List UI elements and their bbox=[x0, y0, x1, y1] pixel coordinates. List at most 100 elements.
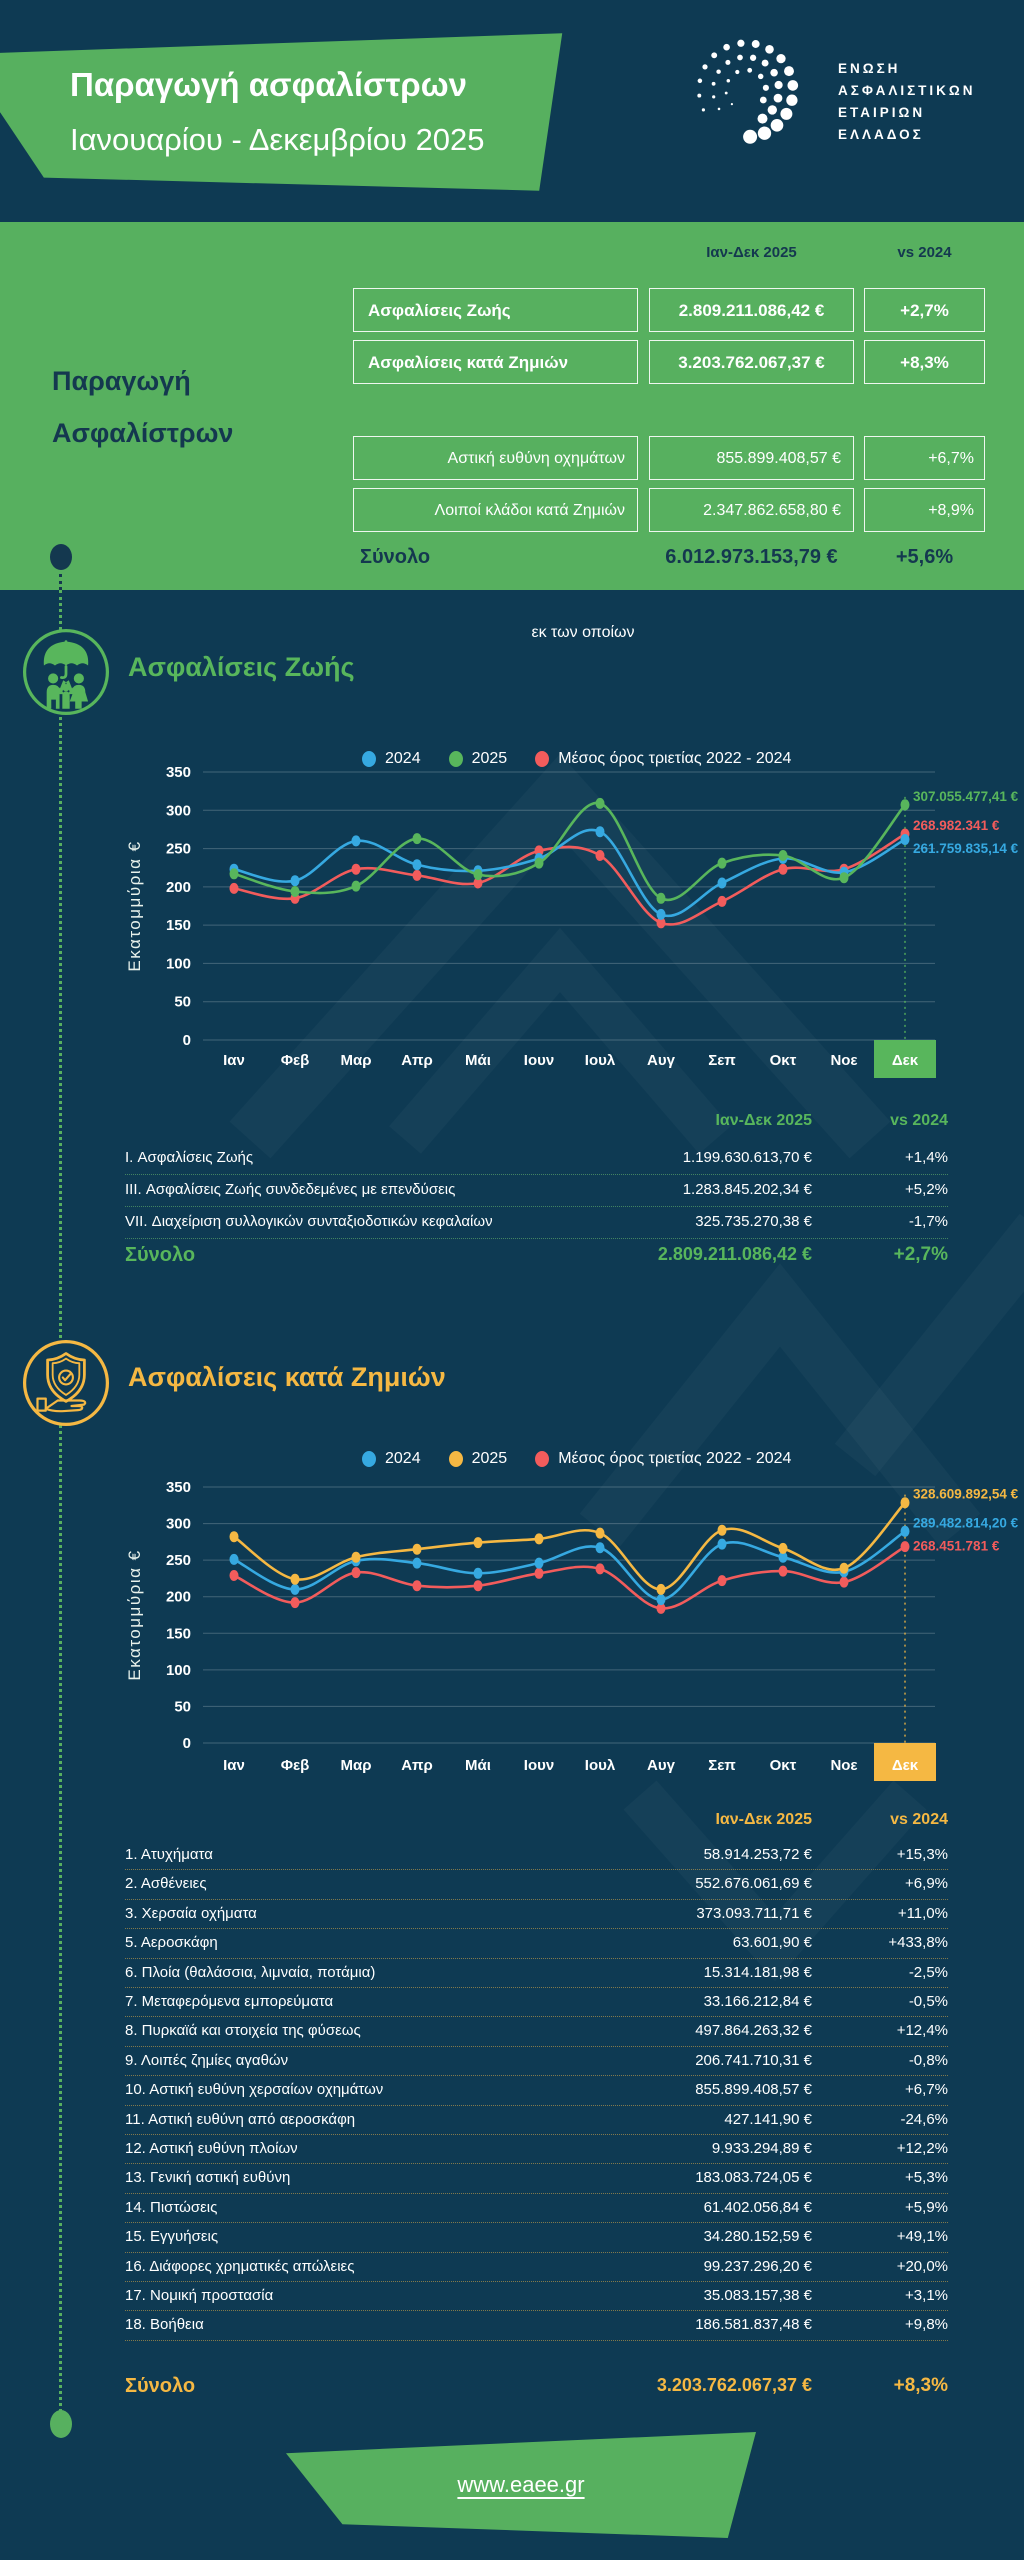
row-value: 427.141,90 € bbox=[724, 2110, 812, 2128]
row-pct: +20,0% bbox=[896, 2257, 948, 2275]
data-point bbox=[351, 880, 361, 892]
life-table: I. Ασφαλίσεις Ζωής 1.199.630.613,70 € +1,4… bbox=[125, 1142, 948, 1242]
legend-label: Μέσος όρος τριετίας 2022 - 2024 bbox=[558, 750, 792, 767]
data-point bbox=[473, 1537, 483, 1549]
row-value: 497.864.263,32 € bbox=[695, 2022, 812, 2040]
data-point bbox=[717, 857, 727, 869]
legend-dot-icon bbox=[362, 751, 376, 767]
legend-item: 2024 bbox=[362, 1450, 421, 1468]
summary-col-period: Ιαν-Δεκ 2025 bbox=[706, 244, 797, 261]
footer-link[interactable]: www.eaee.gr bbox=[457, 2472, 585, 2497]
row-value: 34.280.152,59 € bbox=[703, 2228, 812, 2246]
x-tick-label: Απρ bbox=[401, 1757, 433, 1774]
row-label: 15. Εγγυήσεις bbox=[125, 2228, 219, 2246]
row-value: 1.283.845.202,34 € bbox=[682, 1181, 812, 1198]
table-row: 6. Πλοία (θαλάσσια, λιμναία, ποτάμια) 15.… bbox=[125, 1958, 948, 1987]
row-pct: +49,1% bbox=[896, 2228, 948, 2246]
x-tick-label: Νοε bbox=[830, 1757, 857, 1774]
data-point bbox=[351, 863, 361, 875]
data-point bbox=[473, 877, 483, 889]
data-point bbox=[595, 826, 605, 838]
x-tick-label: Μάι bbox=[465, 1757, 491, 1774]
row-pct: +11,0% bbox=[897, 1904, 948, 1922]
series-line-Μέσος bbox=[233, 832, 906, 926]
row-separator bbox=[125, 2134, 948, 2135]
row-value: 15.314.181,98 € bbox=[703, 1963, 812, 1981]
x-tick-label: Αυγ bbox=[647, 1052, 676, 1069]
summary-row-pct: +8,3% bbox=[864, 340, 985, 384]
logo-dot bbox=[757, 126, 772, 140]
data-point bbox=[900, 799, 910, 811]
table-row: 11. Αστική ευθύνη από αεροσκάφη 427.141,9… bbox=[125, 2105, 948, 2134]
table-row: 18. Βοήθεια 186.581.837,48 € +9,8% bbox=[125, 2310, 948, 2339]
row-label: 11. Αστική ευθύνη από αεροσκάφη bbox=[125, 2110, 356, 2128]
data-point bbox=[229, 1531, 239, 1543]
table-row: VII. Διαχείριση συλλογικών συνταξιοδοτικ… bbox=[125, 1206, 948, 1238]
y-tick-label: 0 bbox=[183, 1735, 191, 1752]
table-row: 16. Διάφορες χρηματικές απώλειες 99.237.2… bbox=[125, 2252, 948, 2281]
data-point bbox=[595, 850, 605, 861]
y-tick-label: 250 bbox=[166, 1552, 191, 1569]
life-chart-legend: 2024 2025 Μέσος όρος τριετίας 2022 - 2024 bbox=[362, 750, 791, 768]
y-tick-label: 50 bbox=[174, 994, 191, 1011]
legend-dot-icon bbox=[535, 1451, 550, 1467]
timeline-end-dot bbox=[50, 2410, 72, 2438]
row-label: 8. Πυρκαϊά και στοιχεία της φύσεως bbox=[125, 2022, 361, 2040]
row-label: VII. Διαχείριση συλλογικών συνταξιοδοτικ… bbox=[125, 1213, 493, 1230]
life-col-vs: vs 2024 bbox=[890, 1112, 948, 1129]
y-tick-label: 200 bbox=[166, 1589, 191, 1606]
summary-title-line1: Παραγωγή bbox=[52, 366, 191, 396]
logo-dot bbox=[735, 69, 740, 75]
logo-dot bbox=[784, 66, 794, 77]
logo-dot bbox=[773, 93, 783, 103]
nonlife-insurance-icon bbox=[22, 1339, 110, 1427]
logo-dot bbox=[697, 78, 703, 84]
row-pct: +3,1% bbox=[905, 2287, 948, 2304]
logo-dot bbox=[786, 94, 798, 106]
data-point bbox=[534, 1567, 544, 1579]
row-label: 18. Βοήθεια bbox=[125, 2316, 204, 2334]
row-pct: +6,9% bbox=[905, 1875, 948, 1893]
row-value: 186.581.837,48 € bbox=[695, 2316, 812, 2334]
row-separator bbox=[125, 1957, 948, 1959]
table-row: 12. Αστική ευθύνη πλοίων 9.933.294,89 € +1… bbox=[125, 2134, 948, 2163]
data-point bbox=[839, 872, 849, 884]
logo-dot bbox=[701, 108, 705, 112]
org-line: ΕΝΩΣΗ bbox=[838, 61, 901, 76]
nonlife-table: 1. Ατυχήματα 58.914.253,72 € +15,3% 2. Ασθέ… bbox=[125, 1840, 948, 2370]
row-label: 2. Ασθένειες bbox=[125, 1875, 207, 1893]
row-separator bbox=[125, 1869, 948, 1871]
row-separator bbox=[125, 1898, 948, 1900]
table-row: 5. Αεροσκάφη 63.601,90 € +433,8% bbox=[125, 1928, 948, 1957]
header-banner: Παραγωγή ασφαλίστρων Ιανουαρίου - Δεκεμβ… bbox=[0, 33, 563, 191]
row-label: 12. Αστική ευθύνη πλοίων bbox=[125, 2140, 298, 2157]
row-separator bbox=[125, 2251, 948, 2253]
legend-dot-icon bbox=[362, 1451, 376, 1467]
table-row: 8. Πυρκαϊά και στοιχεία της φύσεως 497.86… bbox=[125, 2016, 948, 2045]
legend-dot-icon bbox=[448, 751, 463, 767]
legend-label: Μέσος όρος τριετίας 2022 - 2024 bbox=[558, 1450, 792, 1467]
data-point bbox=[412, 859, 422, 871]
page-subtitle: Ιανουαρίου - Δεκεμβρίου 2025 bbox=[70, 122, 485, 157]
x-tick-label: Αυγ bbox=[647, 1757, 676, 1774]
row-separator bbox=[125, 2075, 948, 2077]
table-row: 14. Πιστώσεις 61.402.056,84 € +5,9% bbox=[125, 2193, 948, 2222]
y-tick-label: 150 bbox=[166, 1625, 191, 1642]
row-separator bbox=[125, 1174, 948, 1175]
data-point bbox=[717, 1538, 727, 1550]
row-pct: -24,6% bbox=[900, 2110, 948, 2128]
row-value: 9.933.294,89 € bbox=[711, 2140, 812, 2157]
summary-section: Παραγωγή Ασφαλίστρων Ιαν-Δεκ 2025 vs 202… bbox=[0, 222, 1024, 641]
legend-label: 2024 bbox=[385, 1450, 421, 1467]
row-label: 6. Πλοία (θαλάσσια, λιμναία, ποτάμια) bbox=[125, 1963, 376, 1981]
legend-item: 2025 bbox=[448, 1450, 507, 1468]
logo-dot bbox=[743, 129, 758, 144]
summary-total-label: Σύνολο bbox=[360, 546, 431, 568]
data-point bbox=[595, 797, 605, 809]
end-value-label: 289.482.814,20 € bbox=[913, 1515, 1019, 1530]
table-row: 2. Ασθένειες 552.676.061,69 € +6,9% bbox=[125, 1869, 948, 1898]
summary-row-label: Ασφαλίσεις Ζωής bbox=[353, 288, 638, 332]
data-point bbox=[229, 882, 239, 894]
row-separator bbox=[125, 2281, 948, 2282]
data-point bbox=[229, 868, 239, 880]
